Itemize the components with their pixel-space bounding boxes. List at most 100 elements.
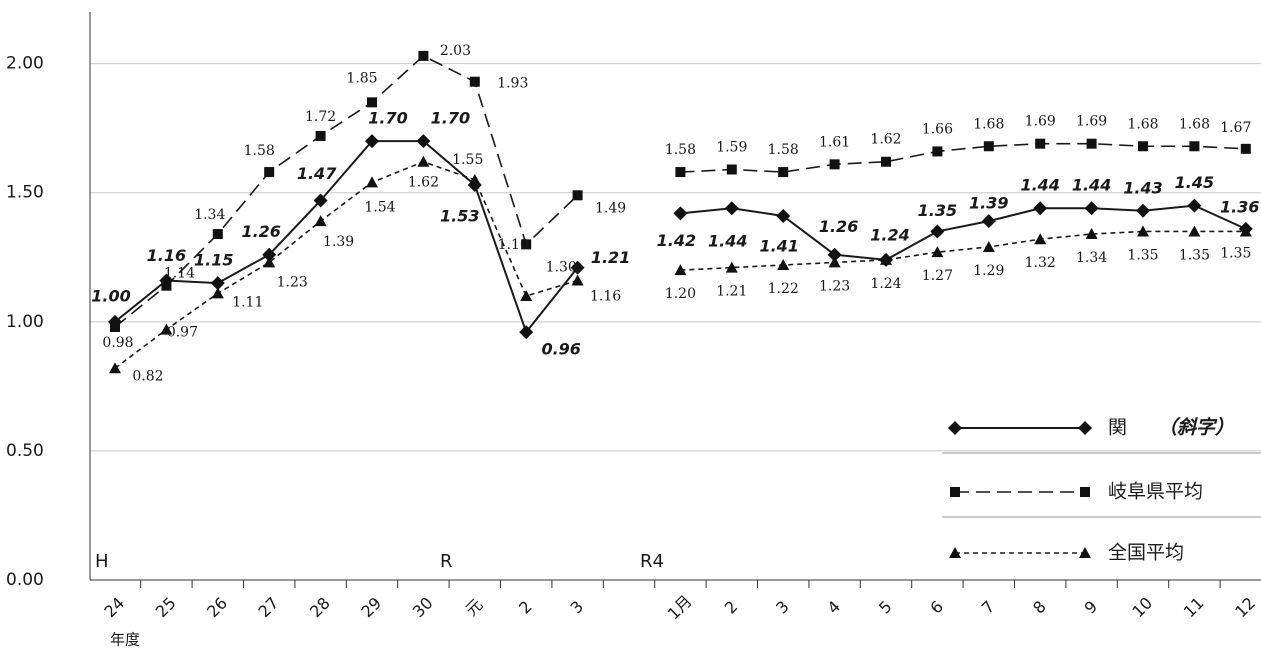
data-point: [211, 287, 224, 299]
data-label: 1.00: [91, 286, 130, 305]
data-point: [1189, 141, 1200, 152]
data-label: 0.98: [102, 335, 133, 351]
data-point: [264, 167, 275, 178]
data-point: [521, 239, 532, 250]
x-tick-label: 7: [978, 597, 999, 618]
x-tick-label: 24: [100, 593, 128, 621]
data-label: 1.32: [1025, 255, 1056, 271]
data-point: [210, 276, 225, 291]
series-line: [114, 160, 1246, 369]
data-label: 1.39: [969, 194, 1008, 213]
data-point: [983, 141, 994, 152]
data-label: 1.68: [973, 116, 1004, 132]
data-point: [1086, 138, 1097, 149]
data-label: 1.35: [1179, 247, 1210, 263]
data-point: [674, 264, 687, 276]
x-tick-label: 27: [255, 593, 283, 621]
x-tick-label: 30: [409, 593, 437, 621]
data-point: [416, 134, 431, 149]
y-tick-label: 1.50: [6, 183, 44, 203]
data-label: 1.30: [546, 259, 577, 275]
legend-marker: [1078, 421, 1092, 435]
data-label: 1.35: [918, 201, 957, 220]
data-point: [726, 164, 737, 175]
data-label: 1.47: [297, 164, 337, 183]
data-point: [262, 247, 277, 262]
data-label: 1.61: [819, 134, 850, 150]
data-point: [1239, 225, 1252, 237]
data-point: [519, 325, 534, 340]
data-label: 1.36: [1220, 197, 1259, 216]
data-label: 1.42: [657, 231, 696, 250]
data-label: 1.34: [1076, 250, 1107, 266]
legend-label: 全国平均: [1108, 542, 1184, 564]
x-tick-label: 2: [721, 597, 742, 618]
x-tick-label: 5: [875, 597, 896, 618]
x-tick-label: 6: [926, 597, 947, 618]
data-label: 1.35: [1220, 245, 1251, 261]
data-label: 1.93: [497, 76, 528, 92]
data-point: [418, 50, 429, 61]
y-tick-label: 1.00: [6, 312, 44, 332]
x-tick-label: 11: [1180, 593, 1208, 621]
data-point: [313, 193, 328, 208]
y-tick-label: 2.00: [6, 54, 44, 74]
data-point: [777, 259, 790, 271]
data-point: [724, 201, 739, 216]
x-tick-label: 1月: [664, 591, 696, 623]
data-point: [1138, 141, 1148, 152]
legend-marker: [1079, 547, 1091, 558]
data-point: [1136, 203, 1150, 218]
x-tick-label: 2: [515, 597, 536, 618]
data-point: [932, 146, 943, 157]
data-label: 1.35: [1127, 247, 1158, 263]
x-tick-label: 3: [772, 597, 793, 618]
data-label: 1.11: [232, 294, 263, 310]
data-label: 1.34: [194, 207, 225, 223]
annotation: R4: [640, 551, 664, 572]
data-label: 1.45: [1175, 173, 1214, 192]
x-tick-label: 元: [462, 595, 487, 620]
data-point: [161, 280, 172, 291]
data-label: 1.67: [1220, 120, 1251, 136]
x-tick-label: 26: [203, 593, 231, 621]
data-point: [1187, 198, 1202, 213]
data-label: 1.21: [591, 248, 630, 267]
data-point: [829, 159, 840, 170]
data-point: [570, 260, 585, 275]
data-label: 1.68: [1179, 116, 1210, 132]
data-label: 1.14: [164, 266, 195, 282]
y-tick-label: 0.00: [6, 570, 44, 590]
data-label: 1.72: [305, 109, 336, 125]
data-point: [1084, 201, 1099, 216]
y-tick-label: 0.50: [6, 441, 44, 461]
data-label: 1.21: [716, 284, 747, 300]
data-point: [160, 323, 173, 335]
data-label: 1.27: [922, 268, 953, 284]
x-tick-label: 12: [1231, 593, 1259, 621]
data-label: 1.62: [408, 175, 439, 191]
data-label: 1.68: [1127, 116, 1158, 132]
data-point: [366, 176, 378, 188]
data-point: [110, 321, 120, 332]
data-point: [367, 97, 377, 108]
data-point: [263, 256, 276, 268]
data-point: [1085, 228, 1098, 240]
data-point: [520, 290, 533, 301]
data-point: [673, 206, 688, 221]
data-label: 1.44: [708, 232, 747, 251]
data-point: [725, 261, 738, 273]
data-label: 1.16: [147, 246, 186, 265]
data-label: 1.53: [440, 206, 479, 225]
data-label: 1.58: [244, 143, 275, 159]
data-label: 0.97: [167, 325, 198, 341]
data-label: 1.58: [665, 142, 696, 158]
data-label: 1.16: [590, 289, 621, 305]
data-label: 1.70: [368, 109, 407, 128]
legend-label: 岐阜県平均: [1108, 481, 1203, 503]
data-point: [314, 215, 327, 227]
data-point: [1033, 201, 1048, 216]
data-label: 1.24: [870, 276, 901, 292]
data-label: 1.23: [819, 278, 850, 294]
